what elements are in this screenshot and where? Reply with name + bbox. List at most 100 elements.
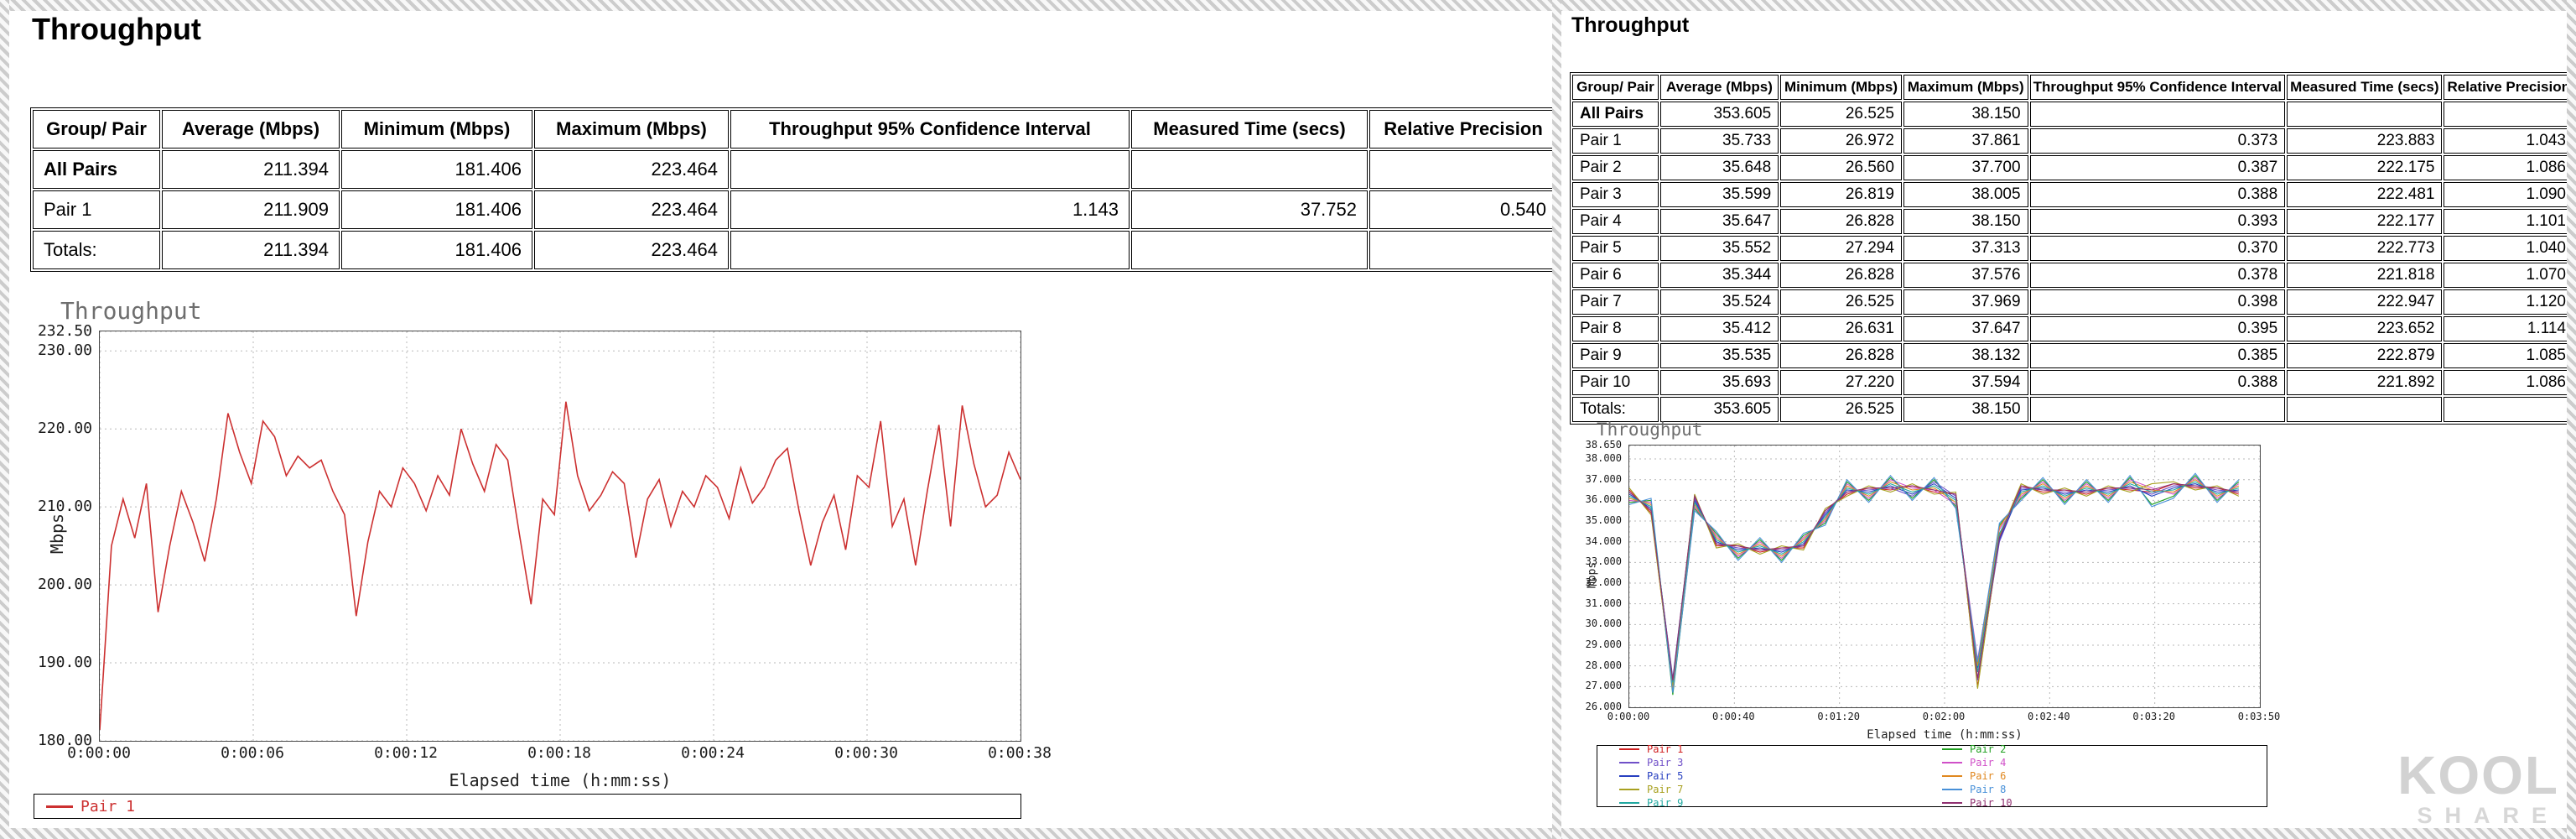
x-tick-label: 0:00:38 [988,744,1052,762]
value-cell: 1.086 [2444,370,2573,395]
watermark-logo: KOOL SHARE [2397,748,2559,827]
value-cell: 223.652 [2287,316,2443,341]
value-cell: 0.387 [2029,155,2286,180]
column-header: Maximum (Mbps) [1903,75,2028,100]
y-tick-label: 31.000 [1585,597,1622,609]
value-cell: 1.086 [2444,155,2573,180]
y-tick-label: 28.000 [1585,659,1622,671]
value-cell: 1.070 [2444,263,2573,288]
row-label-cell: Pair 3 [1572,182,1659,207]
value-cell: 222.481 [2287,182,2443,207]
row-label-cell: Pair 5 [1572,236,1659,261]
left-chart-legend: Pair 1 [34,794,1021,819]
column-header: Average (Mbps) [162,110,340,149]
value-cell: 353.605 [1659,397,1779,422]
table-row: Pair 3 35.599 26.819 38.005 0.388 222.481 1.09… [1572,182,2573,207]
column-header: Throughput 95% Confidence Interval [2029,75,2286,100]
value-cell: 35.648 [1659,155,1779,180]
legend-item: Pair 1 [46,798,135,816]
table-row: Totals: 211.394 181.406 223.464 [33,231,1557,269]
value-cell: 26.631 [1780,316,1902,341]
legend-label: Pair 6 [1970,770,2007,782]
legend-line-sample [1942,775,1962,777]
value-cell [1131,231,1368,269]
legend-label: Pair 5 [1647,770,1684,782]
value-cell: 0.378 [2029,263,2286,288]
series-pair-10 [1628,483,2240,680]
legend-label: Pair 1 [80,797,136,816]
table-row: All Pairs 211.394 181.406 223.464 [33,150,1557,189]
plot-area [99,331,1021,742]
row-label-cell: Pair 10 [1572,370,1659,395]
x-tick-label: 0:00:40 [1712,711,1755,722]
series-pair-1 [1628,483,2240,687]
value-cell [1369,150,1557,189]
legend-label: Pair 10 [1970,797,2012,809]
value-cell: 26.560 [1780,155,1902,180]
legend-label: Pair 3 [1647,757,1684,769]
legend-label: Pair 9 [1647,797,1684,809]
value-cell: 223.883 [2287,128,2443,154]
table-row: Pair 7 35.524 26.525 37.969 0.398 222.947 1.12… [1572,289,2573,315]
column-header: Minimum (Mbps) [341,110,532,149]
value-cell [2029,102,2286,127]
left-throughput-table: Group/ Pair Average (Mbps) Minimum (Mbps) M… [30,107,1560,272]
value-cell [2444,102,2573,127]
value-cell: 0.370 [2029,236,2286,261]
value-cell: 35.599 [1659,182,1779,207]
chart-title: Throughput [60,297,202,325]
y-tick-label: 36.000 [1585,493,1622,506]
series-pair-3 [1628,481,2239,680]
value-cell: 35.535 [1659,343,1779,368]
y-tick-label: 30.000 [1585,618,1622,630]
column-header: Group/ Pair [1572,75,1659,100]
legend-label: Pair 7 [1647,784,1684,795]
table-row: Pair 4 35.647 26.828 38.150 0.393 222.177 1.10… [1572,209,2573,234]
value-cell: 1.143 [730,190,1130,229]
value-cell: 222.773 [2287,236,2443,261]
value-cell: 1.040 [2444,236,2573,261]
value-cell: 0.395 [2029,316,2286,341]
value-cell [2287,102,2443,127]
row-label-cell: Pair 1 [1572,128,1659,154]
table-row: Pair 5 35.552 27.294 37.313 0.370 222.773 1.04… [1572,236,2573,261]
table-row: Totals: 353.605 26.525 38.150 [1572,397,2573,422]
value-cell: 37.647 [1903,316,2028,341]
y-tick-label: 180.00 [37,732,92,749]
y-tick-label: 32.000 [1585,576,1622,589]
chart-title: Throughput [1597,420,1703,440]
right-throughput-table: Group/ Pair Average (Mbps) Minimum (Mbps) M… [1570,72,2576,425]
column-header: Measured Time (secs) [1131,110,1368,149]
series-pair-9 [1628,481,2240,683]
value-cell [2287,397,2443,422]
series-pair-8 [1628,472,2240,693]
left-throughput-chart: Throughput Mbps Elapsed time (h:mm:ss) 2… [34,294,1065,797]
x-tick-label: 0:02:00 [1922,711,1966,722]
value-cell: 38.132 [1903,343,2028,368]
column-header: Relative Precision [1369,110,1557,149]
value-cell: 27.294 [1780,236,1902,261]
table-row: Pair 1 211.909 181.406 223.464 1.143 37.752 0.… [33,190,1557,229]
legend-item: Pair 8 [1942,784,2265,795]
page-border-left [0,0,9,839]
value-cell: 26.972 [1780,128,1902,154]
value-cell: 37.752 [1131,190,1368,229]
series-pair-7 [1628,481,2240,689]
value-cell: 37.861 [1903,128,2028,154]
x-tick-label: 0:00:06 [221,744,284,762]
x-tick-label: 0:00:18 [527,744,591,762]
series-pair-4 [1628,477,2240,691]
legend-item: Pair 3 [1619,757,1942,769]
value-cell: 1.043 [2444,128,2573,154]
legend-line-sample [1942,762,1962,763]
value-cell: 35.344 [1659,263,1779,288]
value-cell: 26.828 [1780,263,1902,288]
value-cell: 223.464 [534,231,729,269]
value-cell: 221.818 [2287,263,2443,288]
value-cell: 222.879 [2287,343,2443,368]
value-cell: 181.406 [341,231,532,269]
legend-label: Pair 8 [1970,784,2007,795]
value-cell: 211.909 [162,190,340,229]
x-axis-label: Elapsed time (h:mm:ss) [449,770,672,790]
